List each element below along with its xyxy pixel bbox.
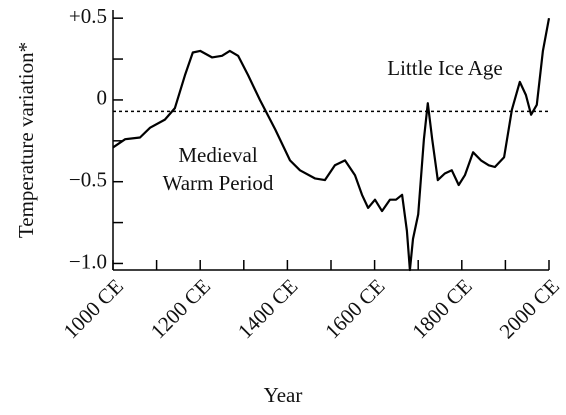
x-tick-label: 2000 CE [495,274,564,343]
annotation: Medieval [178,143,257,167]
y-axis-label: Temperature variation* [14,42,38,238]
y-tick-label: −0.5 [69,168,107,192]
annotation: Warm Period [163,171,274,195]
y-tick-label: −1.0 [69,249,107,273]
x-tick-label: 1800 CE [407,274,476,343]
x-tick-label: 1400 CE [233,274,302,343]
y-tick-label: 0 [97,86,108,110]
x-tick-label: 1000 CE [59,274,128,343]
y-tick-label: +0.5 [69,4,107,28]
x-tick-label: 1200 CE [146,274,215,343]
x-axis-label: Year [264,383,303,407]
temperature-line [112,17,551,272]
annotation: Little Ice Age [387,56,502,80]
x-tick-label: 1600 CE [320,274,389,343]
